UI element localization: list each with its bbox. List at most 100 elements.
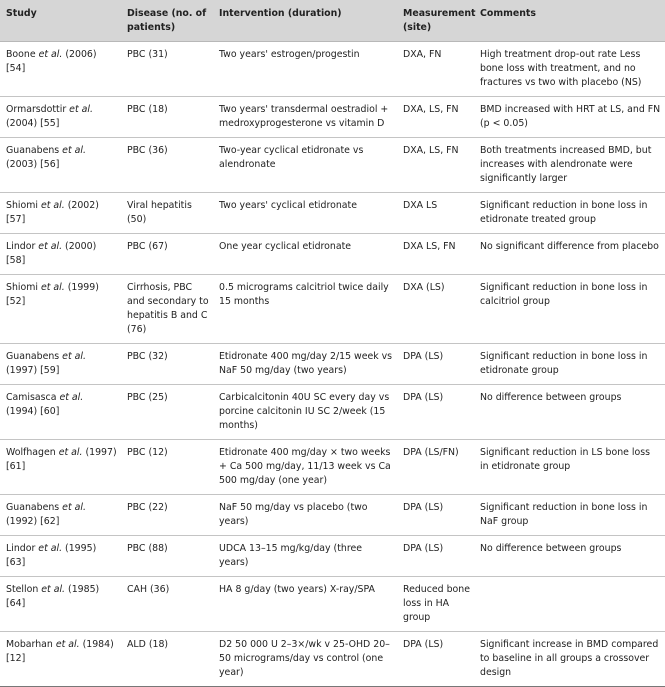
cell-measurement: DPA (LS) [403, 543, 444, 554]
table-row: Lindor et al. (2000) [58] PBC (67) One yea… [0, 234, 665, 275]
cell-comments: Significant reduction in bone loss in et… [480, 351, 648, 376]
cell-measurement: DPA (LS) [403, 351, 444, 362]
cell-study: Mobarhan et al. (1984) [12] [0, 632, 121, 687]
study-author: Stellon [6, 584, 39, 595]
cell-disease: PBC (18) [127, 104, 168, 115]
cell-intervention: HA 8 g/day (two years) X-ray/SPA [219, 584, 375, 595]
study-author: Camisasca [6, 392, 57, 403]
cell-comments: BMD increased with HRT at LS, and FN (p … [480, 104, 661, 129]
study-author: Guanabens [6, 351, 60, 362]
study-etal: et al. [62, 502, 86, 513]
study-etal: et al. [55, 639, 80, 650]
cell-comments: Significant reduction in bone loss in et… [480, 200, 648, 225]
cell-disease: Cirrhosis, PBC and secondary to hepatiti… [127, 282, 209, 335]
table-body: Boone et al. (2006) [54] PBC (31) Two year… [0, 42, 665, 687]
study-author: Lindor [6, 241, 36, 252]
table-row: Lindor et al. (1995) [63] PBC (88) UDCA 13… [0, 536, 665, 577]
cell-measurement: DXA LS, FN [403, 241, 456, 252]
study-reference: (1997) [59] [6, 365, 60, 376]
study-reference: (1995) [63] [6, 543, 97, 568]
header-comments: Comments [474, 0, 665, 42]
cell-study: Guanabens et al. (1992) [62] [0, 495, 121, 536]
cell-comments: No difference between groups [480, 543, 622, 554]
table-row: Camisasca et al. (1994) [60] PBC (25) Carb… [0, 385, 665, 440]
cell-comments: Significant increase in BMD compared to … [480, 639, 659, 678]
cell-intervention: Etidronate 400 mg/day × two weeks + Ca 5… [219, 447, 391, 486]
cell-disease: PBC (12) [127, 447, 168, 458]
cell-disease: PBC (22) [127, 502, 168, 513]
study-etal: et al. [59, 392, 84, 403]
cell-comments: Both treatments increased BMD, but incre… [480, 145, 652, 184]
cell-measurement: DXA, LS, FN [403, 104, 459, 115]
study-reference: (1999) [52] [6, 282, 99, 307]
header-row: Study Disease (no. of patients) Interven… [0, 0, 665, 42]
cell-measurement: DPA (LS/FN) [403, 447, 459, 458]
study-etal: et al. [40, 282, 65, 293]
cell-intervention: One year cyclical etidronate [219, 241, 352, 252]
table-row: Mobarhan et al. (1984) [12] ALD (18) D2 50… [0, 632, 665, 687]
cell-comments [474, 577, 665, 632]
study-author: Lindor [6, 543, 36, 554]
study-etal: et al. [69, 104, 93, 115]
study-reference: (2003) [56] [6, 159, 60, 170]
study-reference: (1997) [61] [6, 447, 117, 472]
cell-intervention: 0.5 micrograms calcitriol twice daily 15… [219, 282, 389, 307]
table-row: Stellon et al. (1985) [64] CAH (36) HA 8 g… [0, 577, 665, 632]
table-row: Guanabens et al. (1992) [62] PBC (22) NaF … [0, 495, 665, 536]
cell-measurement: DXA, LS, FN [403, 145, 459, 156]
cell-disease: PBC (31) [127, 49, 168, 60]
study-author: Guanabens [6, 502, 60, 513]
cell-study: Ormarsdottir et al. (2004) [55] [0, 97, 121, 138]
study-reference: (1994) [60] [6, 406, 60, 417]
study-etal: et al. [40, 200, 65, 211]
study-etal: et al. [62, 145, 86, 156]
cell-intervention: Two-year cyclical etidronate vs alendron… [219, 145, 364, 170]
cell-disease: PBC (25) [127, 392, 168, 403]
cell-measurement: Reduced bone loss in HA group [403, 584, 471, 623]
table-header: Study Disease (no. of patients) Interven… [0, 0, 665, 42]
header-disease: Disease (no. of patients) [121, 0, 213, 42]
table-row: Shiomi et al. (2002) [57] Viral hepatitis… [0, 193, 665, 234]
header-intervention: Intervention (duration) [213, 0, 397, 42]
cell-disease: PBC (32) [127, 351, 168, 362]
study-author: Shiomi [6, 282, 38, 293]
study-etal: et al. [38, 543, 63, 554]
cell-intervention: UDCA 13–15 mg/kg/day (three years) [219, 543, 363, 568]
cell-disease: PBC (67) [127, 241, 168, 252]
study-author: Mobarhan [6, 639, 53, 650]
cell-intervention: NaF 50 mg/day vs placebo (two years) [219, 502, 368, 527]
study-etal: et al. [38, 241, 63, 252]
table-row: Guanabens et al. (1997) [59] PBC (32) Etid… [0, 344, 665, 385]
table-row: Shiomi et al. (1999) [52] Cirrhosis, PBC … [0, 275, 665, 344]
study-reference: (1992) [62] [6, 516, 60, 527]
table-row: Wolfhagen et al. (1997) [61] PBC (12) Etid… [0, 440, 665, 495]
table-row: Guanabens et al. (2003) [56] PBC (36) Two-… [0, 138, 665, 193]
cell-comments: Significant reduction in LS bone loss in… [480, 447, 651, 472]
cell-study: Camisasca et al. (1994) [60] [0, 385, 121, 440]
cell-study: Guanabens et al. (1997) [59] [0, 344, 121, 385]
cell-measurement: DXA LS [403, 200, 438, 211]
cell-measurement: DPA (LS) [403, 639, 444, 650]
cell-measurement: DXA (LS) [403, 282, 445, 293]
cell-comments: High treatment drop-out rate Less bone l… [480, 49, 642, 88]
cell-intervention: Two years' estrogen/progestin [219, 49, 360, 60]
cell-intervention: Two years' transdermal oestradiol + medr… [219, 104, 389, 129]
study-etal: et al. [41, 584, 66, 595]
cell-study: Shiomi et al. (1999) [52] [0, 275, 121, 344]
cell-study: Boone et al. (2006) [54] [0, 42, 121, 97]
study-author: Boone [6, 49, 36, 60]
cell-disease: ALD (18) [127, 639, 169, 650]
cell-study: Stellon et al. (1985) [64] [0, 577, 121, 632]
study-reference: (2002) [57] [6, 200, 99, 225]
cell-disease: PBC (88) [127, 543, 168, 554]
cell-measurement: DXA, FN [403, 49, 442, 60]
cell-disease: PBC (36) [127, 145, 168, 156]
study-etal: et al. [58, 447, 83, 458]
cell-intervention: D2 50 000 U 2–3×/wk v 25-OHD 20–50 micro… [219, 639, 390, 678]
cell-measurement: DPA (LS) [403, 502, 444, 513]
cell-disease: Viral hepatitis (50) [127, 200, 192, 225]
study-reference: (1985) [64] [6, 584, 100, 609]
study-author: Wolfhagen [6, 447, 56, 458]
